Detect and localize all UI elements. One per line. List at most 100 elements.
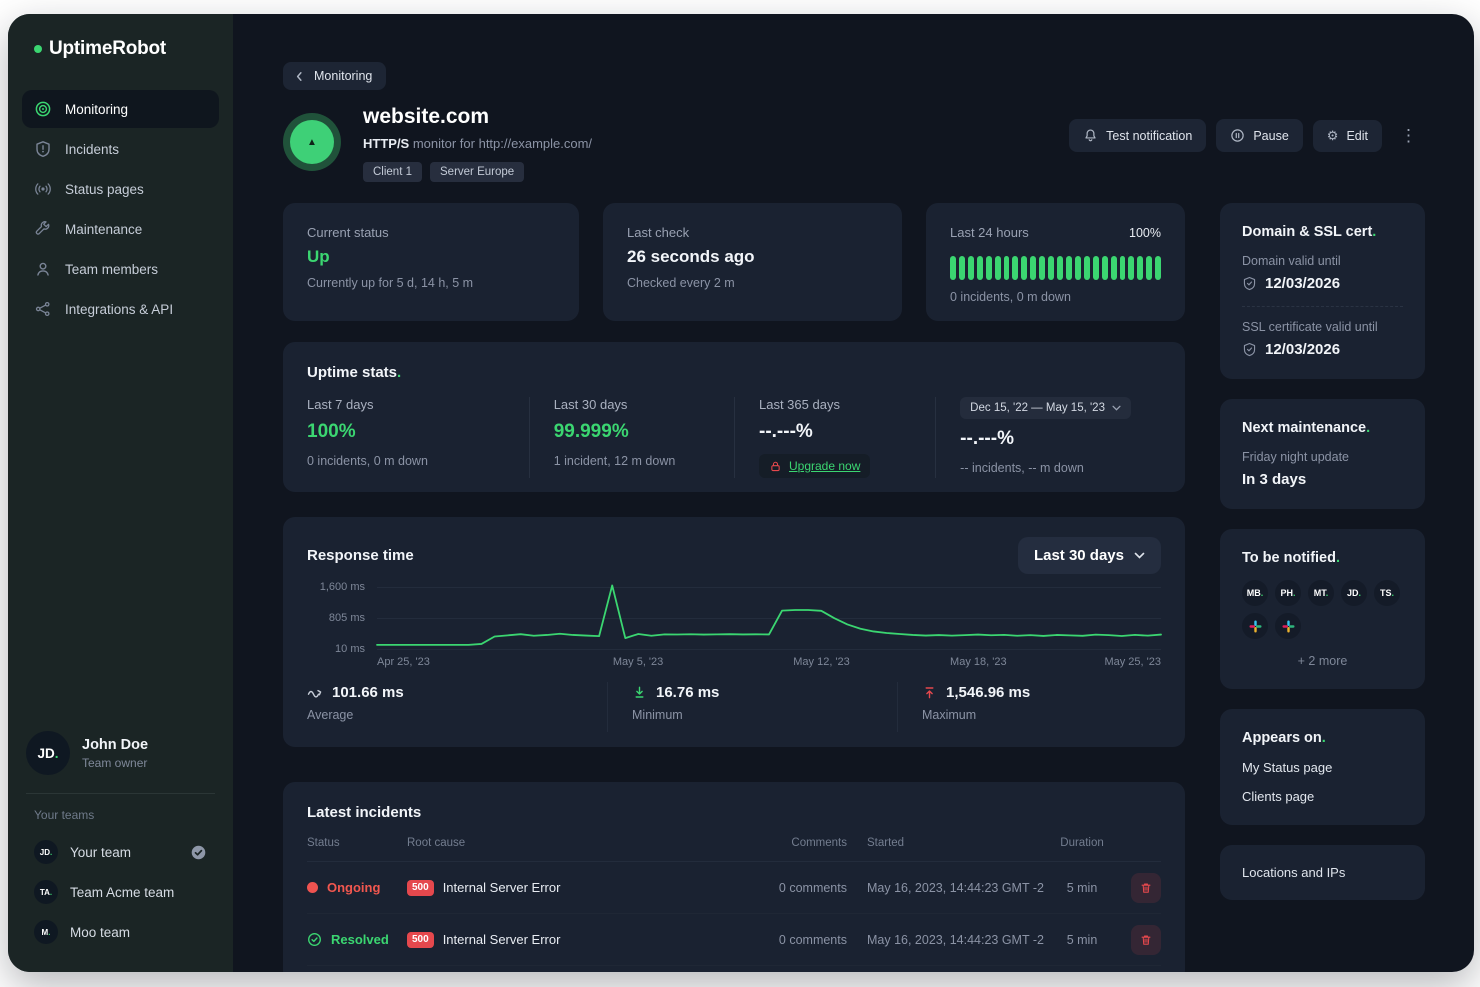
team-avatar: JD. (34, 840, 58, 864)
avatar[interactable]: TS. (1374, 580, 1400, 606)
user-name: John Doe (82, 736, 149, 753)
pause-button[interactable]: Pause (1216, 119, 1303, 152)
clients-page-link[interactable]: Clients page (1242, 789, 1315, 804)
date-range-dropdown[interactable]: Dec 15, '22 — May 15, '23 (960, 397, 1131, 419)
last-check-card: Last check 26 seconds ago Checked every … (603, 203, 902, 321)
slack-icon[interactable] (1275, 613, 1301, 639)
response-time-card: Response time Last 30 days 1,600 ms (283, 517, 1185, 747)
more-options-icon[interactable]: ⋮ (1400, 125, 1417, 145)
sidebar-item-label: Monitoring (65, 101, 129, 117)
sidebar-item-label: Integrations & API (65, 301, 174, 317)
response-time-chart: 1,600 ms 805 ms 10 ms Apr 25, '23 May 5,… (307, 581, 1161, 668)
incident-cause: 500 Internal Server Error (407, 931, 732, 948)
avatar[interactable]: MB. (1242, 580, 1268, 606)
response-stats: 101.66 ms Average 16.76 ms Minim (307, 682, 1161, 732)
minimum-stat: 16.76 ms Minimum (607, 682, 897, 732)
edit-button[interactable]: ⚙ Edit (1312, 119, 1382, 152)
chevron-down-icon (1134, 552, 1145, 559)
avatar[interactable]: MT. (1308, 580, 1334, 606)
average-icon (307, 686, 323, 700)
avatar[interactable]: JD. (1341, 580, 1367, 606)
y-tick: 1,600 ms (319, 581, 365, 593)
ongoing-dot-icon (307, 882, 318, 893)
status-up-indicator: ▲ (283, 113, 341, 171)
team-item-acme[interactable]: TA. Team Acme team (22, 872, 219, 912)
user-profile[interactable]: JD. John Doe Team owner (22, 731, 219, 775)
uptime-percent: 100% (1129, 226, 1161, 240)
maximum-stat: 1,546.96 ms Maximum (897, 682, 1161, 732)
to-be-notified-title: To be notified. (1242, 550, 1340, 566)
slack-icon[interactable] (1242, 613, 1268, 639)
uptime-stats-card: Uptime stats. Last 7 days 100% 0 inciden… (283, 342, 1185, 492)
back-button[interactable]: Monitoring (283, 62, 387, 90)
appears-on-title: Appears on. (1242, 730, 1326, 746)
status-page-link[interactable]: My Status page (1242, 760, 1333, 775)
incident-started: May 16, 2023, 14:44:23 GMT -2 (867, 880, 1044, 895)
next-maintenance-card: Next maintenance. Friday night update In… (1220, 399, 1425, 509)
team-item-your-team[interactable]: JD. Your team (22, 832, 219, 872)
team-name: Team Acme team (70, 884, 175, 900)
main-content: Monitoring ▲ website.com HTTP/S monitor … (233, 14, 1474, 972)
team-item-moo[interactable]: M. Moo team (22, 912, 219, 952)
y-tick: 805 ms (328, 612, 365, 624)
domain-valid-value: 12/03/2026 (1242, 275, 1403, 292)
locations-ips-label: Locations and IPs (1242, 865, 1346, 880)
broadcast-icon (34, 180, 52, 198)
sidebar-item-status-pages[interactable]: Status pages (22, 170, 219, 208)
gear-icon: ⚙ (1326, 128, 1339, 143)
http-500-badge: 500 (407, 931, 434, 948)
team-avatar: TA. (34, 880, 58, 904)
sidebar-item-incidents[interactable]: Incidents (22, 130, 219, 168)
next-maintenance-title: Next maintenance. (1242, 420, 1371, 436)
check-circle-icon (190, 844, 207, 861)
delete-incident-button[interactable] (1131, 924, 1161, 955)
x-tick: May 5, '23 (612, 656, 664, 668)
sidebar-item-maintenance[interactable]: Maintenance (22, 210, 219, 248)
sidebar-item-team-members[interactable]: Team members (22, 250, 219, 288)
last-check-value: 26 seconds ago (627, 247, 755, 266)
more-notified-link[interactable]: + 2 more (1297, 654, 1348, 668)
x-tick: May 18, '23 (950, 656, 1007, 668)
shield-icon (34, 140, 52, 158)
divider (1242, 306, 1403, 307)
incident-row[interactable]: Resolved 500 Internal Server Error 0 com… (307, 914, 1161, 966)
uptime-stats-title: Uptime stats. (307, 364, 402, 381)
wrench-icon (34, 220, 52, 238)
chart-range-dropdown[interactable]: Last 30 days (1017, 537, 1161, 574)
share-icon (34, 300, 52, 318)
card-note: 0 incidents, 0 m down (950, 290, 1071, 304)
locations-ips-card[interactable]: Locations and IPs (1220, 845, 1425, 900)
x-tick: May 25, '23 (1104, 656, 1161, 668)
x-tick: May 12, '23 (793, 656, 850, 668)
resolved-check-icon (307, 932, 322, 947)
chart-line-svg (377, 587, 1161, 649)
shield-check-icon (1242, 342, 1257, 357)
incident-row[interactable]: Ongoing 500 Internal Server Error 0 comm… (307, 862, 1161, 914)
uptime-bars (950, 256, 1162, 280)
uptime-col-365-days: Last 365 days --.---% Upgrade now (734, 397, 935, 478)
incident-started: May 16, 2023, 14:44:23 GMT -2 (867, 932, 1044, 947)
upgrade-now-link[interactable]: Upgrade now (759, 454, 871, 478)
min-arrow-icon (632, 685, 647, 700)
uptime-col-custom-range: Dec 15, '22 — May 15, '23 --.---% -- inc… (935, 397, 1161, 478)
delete-incident-button[interactable] (1131, 872, 1161, 903)
team-avatar: M. (34, 920, 58, 944)
incident-status: Ongoing (307, 880, 407, 895)
card-label: Last check (627, 225, 690, 240)
domain-ssl-card: Domain & SSL cert. Domain valid until 12… (1220, 203, 1425, 379)
avatar[interactable]: PH. (1275, 580, 1301, 606)
test-notification-button[interactable]: Test notification (1069, 119, 1207, 152)
current-status-card: Current status Up Currently up for 5 d, … (283, 203, 579, 321)
incident-comments: 0 comments (778, 932, 847, 947)
tag-server: Server Europe (430, 162, 525, 182)
bell-icon (1083, 128, 1098, 143)
sidebar-item-monitoring[interactable]: Monitoring (22, 90, 219, 128)
ssl-valid-value: 12/03/2026 (1242, 341, 1403, 358)
status-cards: Current status Up Currently up for 5 d, … (283, 203, 1185, 321)
trash-icon (1139, 881, 1153, 895)
lock-icon (769, 460, 782, 473)
incident-duration: 5 min (1066, 932, 1098, 947)
teams-label: Your teams (34, 808, 95, 822)
incident-duration: 5 min (1066, 880, 1098, 895)
sidebar-item-integrations[interactable]: Integrations & API (22, 290, 219, 328)
